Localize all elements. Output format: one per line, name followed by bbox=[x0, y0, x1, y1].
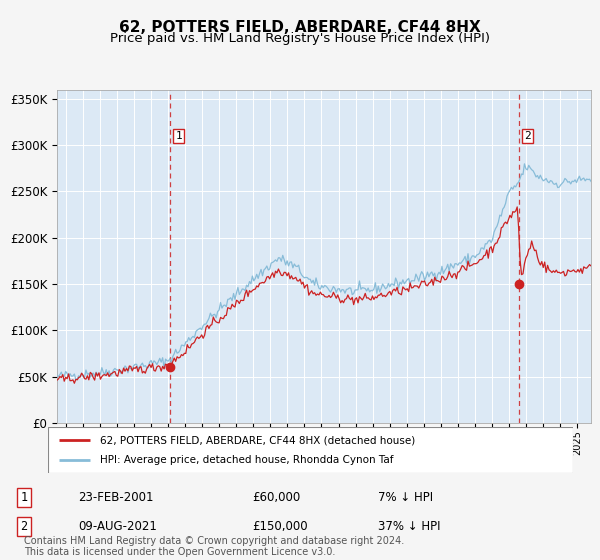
Text: £60,000: £60,000 bbox=[252, 491, 300, 504]
Text: 2: 2 bbox=[20, 520, 28, 533]
Text: 1: 1 bbox=[20, 491, 28, 504]
Text: 62, POTTERS FIELD, ABERDARE, CF44 8HX (detached house): 62, POTTERS FIELD, ABERDARE, CF44 8HX (d… bbox=[101, 435, 416, 445]
Text: 1: 1 bbox=[175, 131, 182, 141]
Text: 37% ↓ HPI: 37% ↓ HPI bbox=[378, 520, 440, 533]
Text: HPI: Average price, detached house, Rhondda Cynon Taf: HPI: Average price, detached house, Rhon… bbox=[101, 455, 394, 465]
Text: Price paid vs. HM Land Registry's House Price Index (HPI): Price paid vs. HM Land Registry's House … bbox=[110, 32, 490, 45]
Text: 23-FEB-2001: 23-FEB-2001 bbox=[78, 491, 154, 504]
Text: Contains HM Land Registry data © Crown copyright and database right 2024.
This d: Contains HM Land Registry data © Crown c… bbox=[24, 535, 404, 557]
Text: 2: 2 bbox=[524, 131, 531, 141]
Text: 7% ↓ HPI: 7% ↓ HPI bbox=[378, 491, 433, 504]
Text: 62, POTTERS FIELD, ABERDARE, CF44 8HX: 62, POTTERS FIELD, ABERDARE, CF44 8HX bbox=[119, 20, 481, 35]
Text: £150,000: £150,000 bbox=[252, 520, 308, 533]
Text: 09-AUG-2021: 09-AUG-2021 bbox=[78, 520, 157, 533]
FancyBboxPatch shape bbox=[48, 427, 573, 473]
